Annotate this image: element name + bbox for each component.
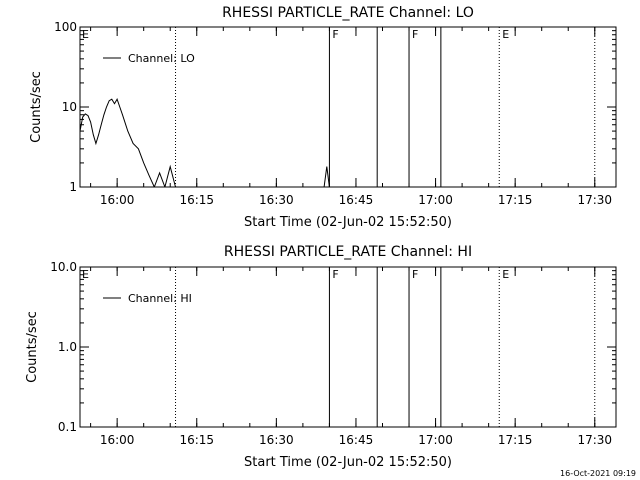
x-axis-label: Start Time (02-Jun-02 15:52:50) [244,215,452,230]
y-tick-label: 10 [62,100,77,114]
y-axis-label: Counts/sec [25,311,40,383]
y-axis-label: Counts/sec [29,71,44,143]
x-tick-label: 16:45 [339,433,374,447]
plot-frame [79,266,617,428]
corner-label: E [82,268,89,281]
event-label: F [332,28,338,41]
x-tick-label: 16:00 [100,193,135,207]
x-tick-label: 16:30 [259,433,294,447]
x-tick-label: 16:15 [179,193,214,207]
y-tick-label: 1 [69,180,77,194]
event-label: F [412,268,418,281]
chart-title: RHESSI PARTICLE_RATE Channel: LO [222,5,474,21]
y-tick-label: 0.1 [58,420,77,434]
event-label: E [502,28,509,41]
x-tick-label: 16:45 [339,193,374,207]
x-tick-label: 17:30 [577,193,612,207]
event-label: F [332,268,338,281]
x-tick-label: 16:15 [179,433,214,447]
plot-frame [79,26,617,188]
y-tick-label: 100 [54,20,77,34]
x-tick-label: 16:00 [100,433,135,447]
x-axis-label: Start Time (02-Jun-02 15:52:50) [244,455,452,470]
x-tick-label: 16:30 [259,193,294,207]
chart-title: RHESSI PARTICLE_RATE Channel: HI [224,244,472,260]
x-tick-label: 17:30 [577,433,612,447]
y-tick-label: 10.0 [50,260,77,274]
legend-label: Channel: LO [128,52,195,65]
footer-timestamp: 16-Oct-2021 09:19 [560,469,636,478]
x-tick-label: 17:00 [418,433,453,447]
y-tick-label: 1.0 [58,340,77,354]
legend-label: Channel: HI [128,292,192,305]
corner-label: E [82,28,89,41]
event-label: F [412,28,418,41]
event-label: E [502,268,509,281]
x-tick-label: 17:15 [498,433,533,447]
x-tick-label: 17:15 [498,193,533,207]
x-tick-label: 17:00 [418,193,453,207]
series-line [80,98,330,187]
